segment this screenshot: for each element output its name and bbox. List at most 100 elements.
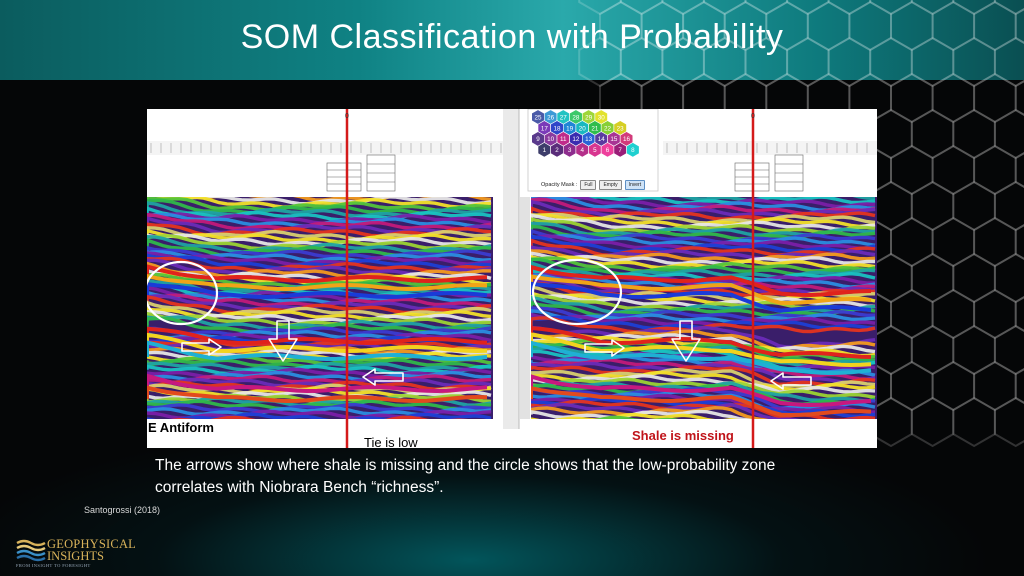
som-cell-label: 5 [593, 147, 597, 154]
hexagon-cell [1014, 80, 1024, 116]
hexagon-cell [1014, 152, 1024, 188]
hexagon-cell [890, 288, 934, 340]
som-cell-label: 27 [560, 114, 568, 121]
left-seismic-section [147, 197, 493, 419]
panel-divider [503, 109, 519, 429]
som-cell-label: 28 [572, 114, 580, 121]
logo-line-1: GEOPHYSICAL [47, 537, 137, 551]
hexagon-cell [952, 108, 996, 160]
som-cell-label: 3 [568, 147, 572, 154]
som-cell-label: 7 [618, 147, 622, 154]
right-down-arrow [671, 320, 701, 362]
hexagon-cell [931, 360, 976, 412]
som-cell-label: 4 [580, 147, 584, 154]
som-cell-label: 20 [579, 125, 587, 132]
hexagon-cell [973, 72, 1017, 124]
som-cell-label: 30 [598, 114, 606, 121]
tie-label: Tie is low [364, 435, 418, 448]
som-cell-label: 23 [617, 125, 625, 132]
som-cell-label: 18 [553, 125, 561, 132]
som-cell-label: 15 [610, 136, 618, 143]
som-cell-label: 16 [623, 136, 631, 143]
left-well-marker: 0 [345, 113, 349, 120]
som-cell-label: 8 [631, 147, 635, 154]
opacity-empty-button[interactable]: Empty [599, 180, 622, 190]
left-log-table [326, 154, 396, 192]
right-left-arrow [770, 372, 812, 390]
som-cell-label: 1 [543, 147, 547, 154]
hexagon-cell [993, 324, 1024, 376]
right-seismic-section [531, 197, 877, 419]
left-section-label: E Antiform [148, 420, 214, 435]
opacity-full-button[interactable]: Full [580, 180, 597, 190]
opacity-invert-button[interactable]: Invert [624, 180, 646, 190]
hexagon-cell [973, 144, 1017, 196]
hexagon-cell [993, 396, 1024, 448]
logo-waves-icon [16, 539, 46, 562]
right-circle-annotation [531, 258, 623, 326]
citation: Santogrossi (2018) [84, 505, 161, 515]
hexagon-cell [993, 252, 1024, 304]
hexagon-cell [993, 108, 1024, 160]
som-cell-label: 22 [604, 125, 612, 132]
left-down-arrow [268, 320, 298, 362]
som-cell-label: 10 [547, 136, 555, 143]
hexagon-cell [910, 108, 955, 160]
som-cell-label: 6 [606, 147, 610, 154]
som-cell-label: 19 [566, 125, 574, 132]
hexagon-cell [973, 360, 1017, 412]
right-well-marker: 0 [751, 113, 755, 120]
hexagon-cell [931, 72, 976, 124]
opacity-mask-label: Opacity Mask : [541, 182, 578, 188]
hexagon-cell [910, 252, 955, 304]
som-cell-label: 25 [534, 114, 542, 121]
seismic-figure: 25 26 27 28 29 30 17 18 19 20 21 22 23 9 10 11 12 13 14 15 1… [147, 109, 877, 448]
som-cell-label: 17 [541, 125, 549, 132]
left-left-arrow [362, 368, 404, 386]
som-cell [626, 142, 640, 158]
som-cell-label: 11 [560, 136, 567, 143]
som-cell-label: 14 [598, 136, 606, 143]
shale-missing-label: Shale is missing [632, 428, 734, 443]
title-band [0, 0, 1024, 80]
hexagon-cell [931, 216, 976, 268]
slide-title: SOM Classification with Probability [240, 18, 784, 56]
hexagon-cell [910, 396, 955, 448]
hexagon-cell [910, 324, 955, 376]
caption-line-2: correlates with Niobrara Bench “richness… [155, 479, 444, 496]
hexagon-cell [993, 180, 1024, 232]
hexagon-cell [973, 216, 1017, 268]
hexagon-cell [952, 252, 996, 304]
caption-line-1: The arrows show where shale is missing a… [155, 457, 776, 474]
opacity-mask-controls: Opacity Mask : Full Empty Invert [541, 180, 646, 190]
som-cell-label: 12 [572, 136, 580, 143]
hexagon-cell [952, 324, 996, 376]
hexagon-cell [890, 72, 934, 124]
left-right-arrow-1 [181, 338, 222, 356]
hexagon-cell [1014, 368, 1024, 404]
logo-line-2: INSIGHTS [47, 549, 104, 563]
caption: The arrows show where shale is missing a… [155, 455, 875, 499]
hexagon-cell [973, 288, 1017, 340]
right-trace-header [663, 141, 877, 155]
hexagon-cell [910, 180, 955, 232]
som-cell-label: 2 [555, 147, 559, 154]
hexagon-cell [952, 396, 996, 448]
company-logo: GEOPHYSICAL INSIGHTS FROM INSIGHT TO FOR… [16, 537, 137, 568]
hexagon-cell [1014, 224, 1024, 260]
left-trace-header [147, 141, 503, 155]
som-cell-label: 21 [591, 125, 599, 132]
right-right-arrow [584, 339, 625, 357]
som-cell-label: 13 [585, 136, 593, 143]
hexagon-cell [1014, 296, 1024, 332]
logo-tagline: FROM INSIGHT TO FORESIGHT [16, 563, 91, 568]
left-circle-annotation [147, 260, 219, 326]
hexagon-cell [952, 180, 996, 232]
right-log-table [734, 154, 804, 192]
som-cell-label: 29 [585, 114, 593, 121]
hexagon-cell [890, 216, 934, 268]
hexagon-cell [931, 144, 976, 196]
